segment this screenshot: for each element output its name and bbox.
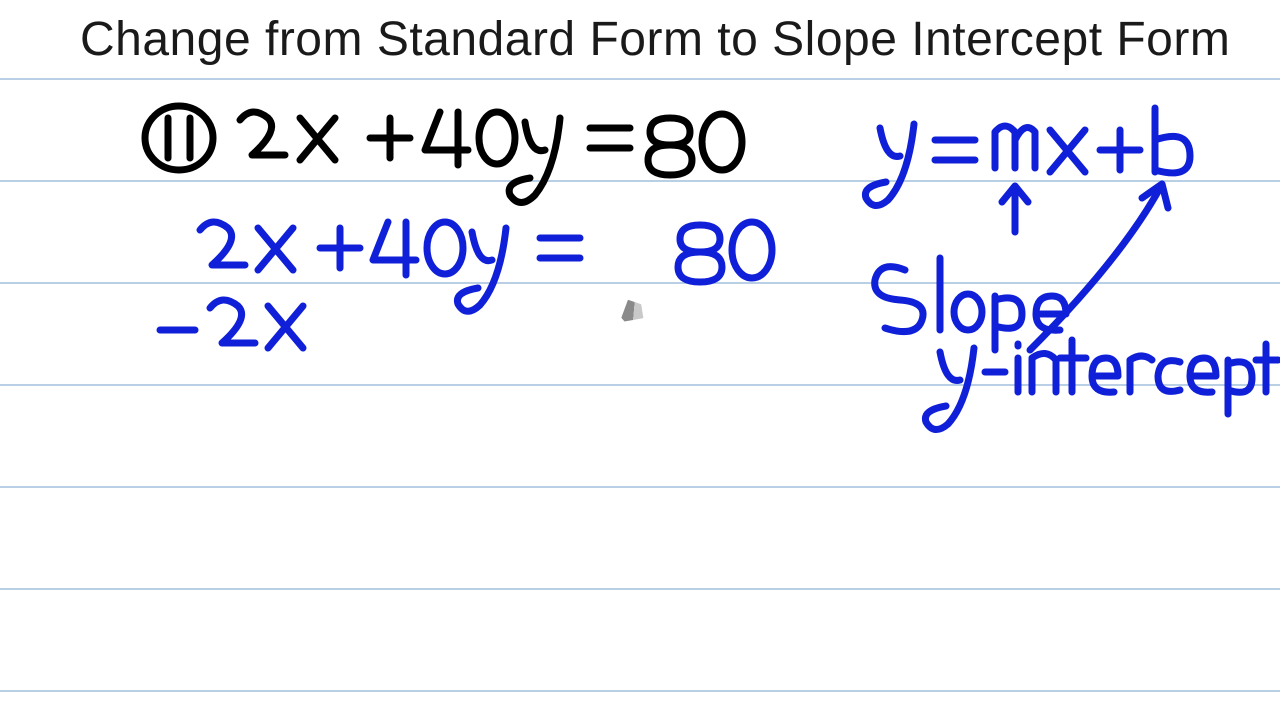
paper-rule <box>0 384 1280 386</box>
paper-rule <box>0 180 1280 182</box>
paper-rule <box>0 78 1280 80</box>
paper-rule <box>0 486 1280 488</box>
paper-rule <box>0 282 1280 284</box>
lined-paper-background <box>0 0 1280 720</box>
paper-rule <box>0 690 1280 692</box>
page-title: Change from Standard Form to Slope Inter… <box>80 12 1230 67</box>
paper-rule <box>0 588 1280 590</box>
